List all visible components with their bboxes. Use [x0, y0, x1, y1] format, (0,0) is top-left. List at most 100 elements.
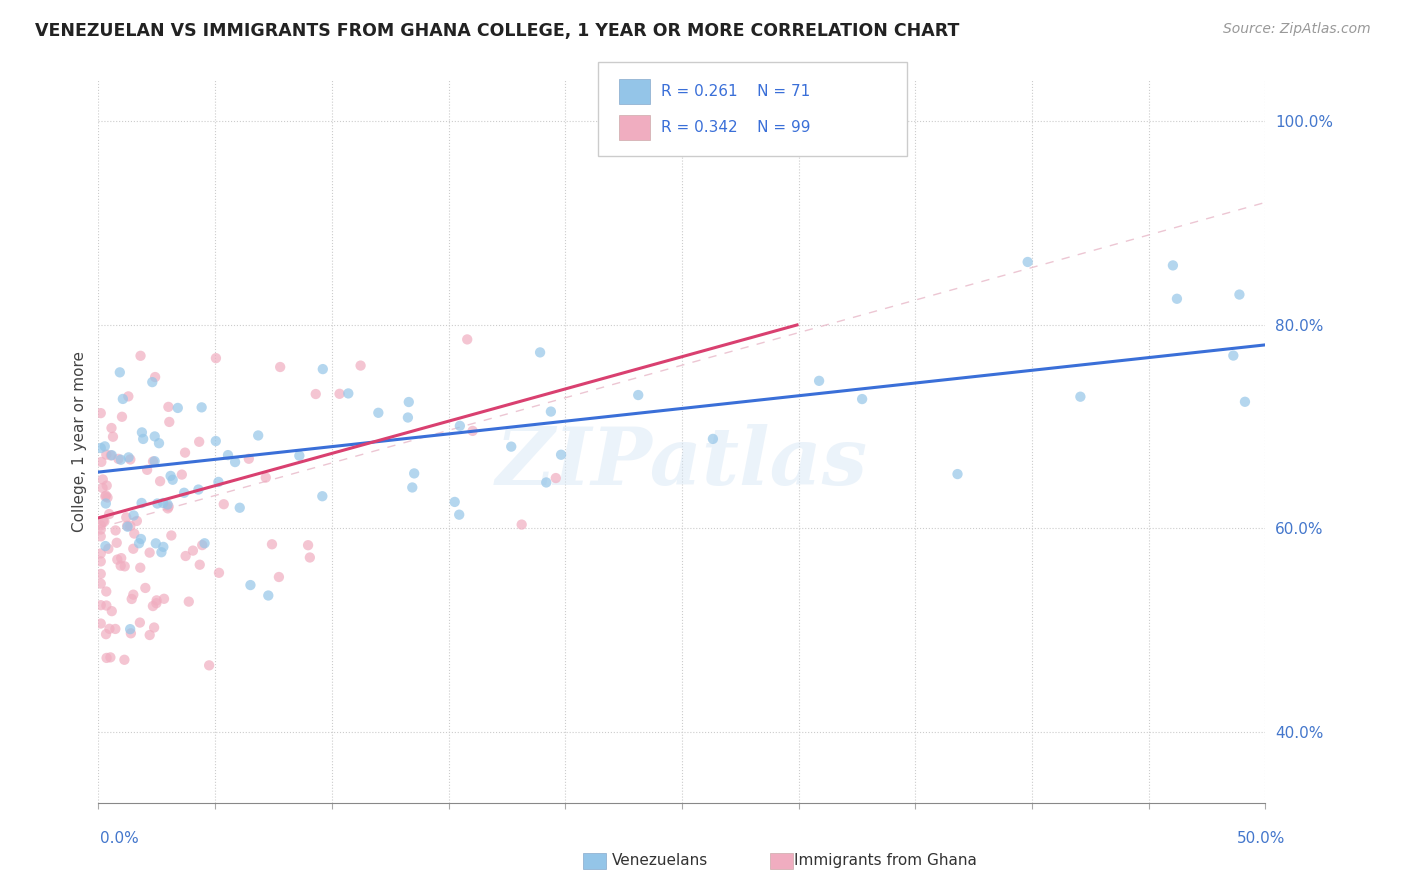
Point: [269, 359, 291, 374]
Point: [702, 432, 724, 446]
Point: [120, 452, 142, 467]
Point: [94, 627, 117, 641]
Point: [90, 518, 112, 533]
Point: [90, 616, 112, 631]
Point: [229, 500, 252, 515]
Point: [90, 441, 112, 455]
Point: [90, 566, 112, 581]
Point: [100, 449, 122, 463]
Point: [207, 475, 229, 489]
Point: [91, 481, 114, 495]
Point: [205, 351, 228, 366]
Text: 0.0%: 0.0%: [100, 831, 139, 846]
Point: [946, 467, 969, 481]
Text: Source: ZipAtlas.com: Source: ZipAtlas.com: [1223, 22, 1371, 37]
Point: [125, 514, 148, 528]
Point: [90, 406, 112, 420]
Point: [1222, 349, 1244, 363]
Point: [100, 421, 122, 435]
Point: [141, 375, 163, 389]
Point: [311, 489, 333, 503]
Point: [96, 651, 118, 665]
Point: [239, 578, 262, 592]
Point: [101, 604, 124, 618]
Point: [131, 425, 153, 440]
Point: [105, 535, 128, 549]
Point: [146, 496, 169, 510]
Point: [257, 589, 280, 603]
Point: [138, 628, 160, 642]
Point: [129, 560, 152, 574]
Point: [90, 598, 112, 612]
Point: [94, 489, 117, 503]
Point: [191, 538, 214, 552]
Point: [1233, 394, 1256, 409]
Point: [145, 593, 167, 607]
Point: [110, 452, 132, 467]
Point: [122, 588, 145, 602]
Point: [148, 436, 170, 450]
Point: [114, 559, 136, 574]
Point: [224, 455, 246, 469]
Point: [173, 485, 195, 500]
Text: 50.0%: 50.0%: [1237, 831, 1285, 846]
Point: [456, 333, 478, 347]
Point: [150, 545, 173, 559]
Point: [212, 497, 235, 511]
Point: [312, 362, 335, 376]
Point: [851, 392, 873, 406]
Point: [110, 558, 132, 573]
Point: [159, 469, 181, 483]
Point: [187, 483, 209, 497]
Point: [143, 370, 166, 384]
Point: [188, 558, 211, 572]
Point: [112, 653, 135, 667]
Point: [461, 424, 484, 438]
Point: [120, 519, 142, 533]
Text: ZIPatlas: ZIPatlas: [496, 425, 868, 502]
Point: [138, 546, 160, 560]
Text: R = 0.261    N = 71: R = 0.261 N = 71: [661, 85, 810, 99]
Point: [107, 451, 129, 466]
Point: [117, 450, 139, 465]
Text: Immigrants from Ghana: Immigrants from Ghana: [794, 854, 977, 868]
Point: [128, 536, 150, 550]
Point: [260, 537, 283, 551]
Point: [188, 434, 211, 449]
Point: [329, 386, 352, 401]
Point: [94, 490, 117, 504]
Point: [96, 584, 118, 599]
Point: [101, 430, 124, 444]
Point: [254, 470, 277, 484]
Point: [193, 536, 215, 550]
Point: [174, 445, 197, 459]
Point: [337, 386, 360, 401]
Point: [91, 514, 114, 528]
Point: [97, 541, 120, 556]
Point: [96, 478, 118, 492]
Point: [111, 409, 134, 424]
Point: [401, 480, 423, 494]
Point: [90, 455, 112, 469]
Point: [94, 439, 117, 453]
Text: VENEZUELAN VS IMMIGRANTS FROM GHANA COLLEGE, 1 YEAR OR MORE CORRELATION CHART: VENEZUELAN VS IMMIGRANTS FROM GHANA COLL…: [35, 22, 959, 40]
Point: [93, 515, 115, 529]
Point: [122, 508, 145, 523]
Point: [91, 473, 114, 487]
Point: [145, 536, 167, 550]
Point: [110, 551, 132, 566]
Point: [170, 467, 193, 482]
Point: [115, 518, 138, 533]
Point: [1166, 292, 1188, 306]
Point: [208, 566, 231, 580]
Point: [204, 434, 226, 448]
Point: [217, 448, 239, 462]
Point: [117, 389, 139, 403]
Point: [297, 538, 319, 552]
Point: [449, 418, 471, 433]
Point: [627, 388, 650, 402]
Point: [90, 554, 112, 568]
Point: [529, 345, 551, 359]
Point: [1017, 255, 1039, 269]
Point: [396, 410, 419, 425]
